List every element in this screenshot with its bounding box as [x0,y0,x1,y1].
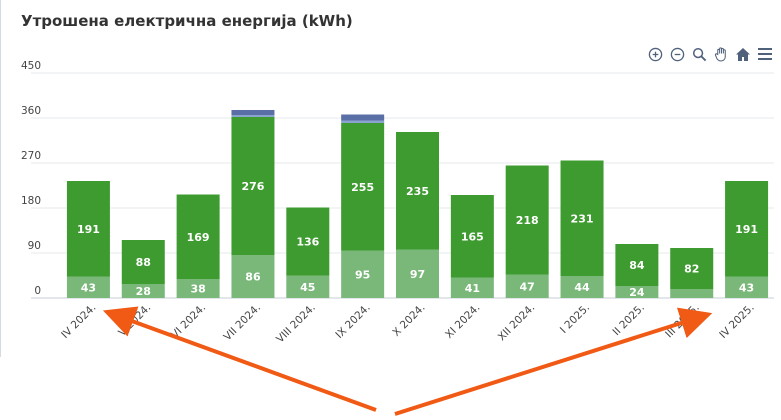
bar-segment [121,240,165,284]
x-tick-label: I 2025. [558,302,592,336]
x-tick-label: XII 2024. [496,302,538,344]
y-axis-labels: 0 90 180 270 360 450 [21,60,41,297]
data-label: 43 [739,281,754,294]
home-icon[interactable] [735,46,751,62]
data-label: 47 [520,280,535,293]
chart-toolbar [647,46,773,62]
x-tick-label: IV 2025. [717,302,756,341]
data-label: 28 [136,285,151,298]
bar-segment [725,181,769,277]
bars: 43 191 28 88 38 169 86 276 45 136 95 255 97 235 41 165 4… [66,110,769,299]
data-label: 41 [465,282,480,295]
bar-segment [121,284,165,298]
bar-segment [231,117,275,255]
bar-segment [341,120,385,123]
bar-segment [231,110,275,115]
x-axis-labels: IV 2024. V 2024. VI 2024. VII 2024. VIII 202… [59,302,757,346]
bar-segment [286,207,330,276]
bar-segment [396,132,439,250]
bar-segment [450,195,494,278]
data-label: 97 [410,268,425,281]
x-tick-label: VI 2024. [169,302,208,341]
zoom-in-icon[interactable] [647,46,663,62]
stacked-bar-chart: 0 90 180 270 360 450 43 191 28 88 38 169 86 276 45 136… [21,60,774,346]
y-tick-label: 0 [34,285,41,297]
chart-card: Утрошена електрична енергија (kWh) 0 90 18… [0,0,774,357]
bar-segment [450,277,494,298]
bar-segment [176,194,220,279]
data-label: 165 [461,230,484,243]
zoom-out-icon[interactable] [669,46,685,62]
x-tick-label: XI 2024. [443,302,482,341]
data-label: 231 [571,212,594,225]
bar-segment [396,249,439,298]
pan-hand-icon[interactable] [713,46,729,62]
bar-segment [615,244,659,286]
data-label: 276 [241,180,264,193]
y-tick-label: 360 [21,105,41,117]
bar-segment [341,250,385,298]
bar-segment [560,276,604,298]
data-label: 255 [351,181,374,194]
data-label: 191 [735,223,758,236]
bar-segment [670,289,714,298]
y-tick-label: 450 [21,60,41,72]
data-label: 136 [296,236,319,249]
bar-segment [231,115,275,117]
bar-segment [505,274,549,298]
data-label: 218 [516,214,539,227]
x-tick-label: VII 2024. [222,302,264,344]
bar-segment [286,275,330,298]
bar-segment [505,165,549,275]
magnifier-icon[interactable] [691,46,707,62]
bar-segment [670,248,714,289]
x-tick-label: IV 2024. [59,302,98,341]
x-tick-label: V 2024. [116,302,153,339]
data-label: 95 [355,268,370,281]
data-label: 82 [684,263,699,276]
data-label: 44 [574,281,590,294]
x-tick-label: VIII 2024. [274,302,318,346]
data-label: 235 [406,185,429,198]
y-tick-label: 90 [28,240,41,252]
bar-segment [231,255,275,298]
y-tick-label: 270 [21,150,41,162]
x-tick-label: III 2025. [663,302,702,341]
y-tick-label: 180 [21,195,41,207]
chart-title: Утрошена електрична енергија (kWh) [21,12,353,30]
bar-segment [560,160,604,276]
data-label: 45 [300,281,315,294]
data-label: 169 [187,231,210,244]
x-tick-label: II 2025. [611,302,647,338]
x-tick-label: IX 2024. [333,302,372,341]
bar-segment [66,181,110,277]
menu-icon[interactable] [757,46,773,62]
data-label: 191 [77,223,100,236]
bar-segment [341,123,385,251]
data-label: 86 [245,271,261,284]
x-tick-label: X 2024. [390,302,427,339]
bar-segment [176,279,220,298]
data-label: 88 [136,256,151,269]
data-label: 84 [629,259,645,272]
data-label: 24 [629,286,645,299]
bar-segment [725,276,769,298]
bar-segment [66,276,110,298]
bar-segment [615,286,659,298]
bar-segment [341,114,385,121]
data-label: 38 [190,283,205,296]
data-label: 43 [81,281,96,294]
